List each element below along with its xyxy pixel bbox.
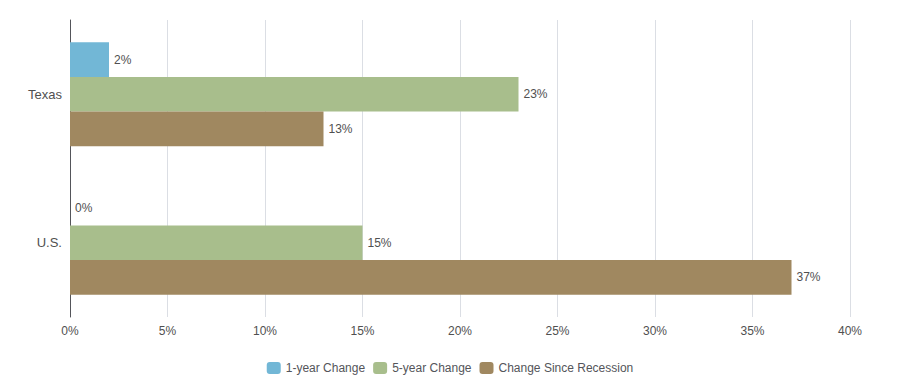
svg-text:5-year Change: 5-year Change bbox=[392, 361, 472, 375]
svg-text:2%: 2% bbox=[114, 53, 132, 67]
svg-text:1-year Change: 1-year Change bbox=[286, 361, 366, 375]
svg-text:25%: 25% bbox=[545, 324, 569, 338]
svg-text:30%: 30% bbox=[643, 324, 667, 338]
svg-text:5%: 5% bbox=[159, 324, 177, 338]
svg-text:35%: 35% bbox=[740, 324, 764, 338]
svg-text:13%: 13% bbox=[329, 122, 353, 136]
svg-text:15%: 15% bbox=[368, 236, 392, 250]
svg-text:40%: 40% bbox=[838, 324, 862, 338]
svg-text:10%: 10% bbox=[253, 324, 277, 338]
svg-text:20%: 20% bbox=[448, 324, 472, 338]
svg-text:Texas: Texas bbox=[28, 87, 62, 102]
svg-text:0%: 0% bbox=[75, 201, 93, 215]
svg-text:U.S.: U.S. bbox=[37, 235, 62, 250]
svg-text:0%: 0% bbox=[61, 324, 79, 338]
svg-text:15%: 15% bbox=[350, 324, 374, 338]
svg-text:Change Since Recession: Change Since Recession bbox=[499, 361, 634, 375]
svg-text:37%: 37% bbox=[797, 270, 821, 284]
svg-text:23%: 23% bbox=[524, 87, 548, 101]
